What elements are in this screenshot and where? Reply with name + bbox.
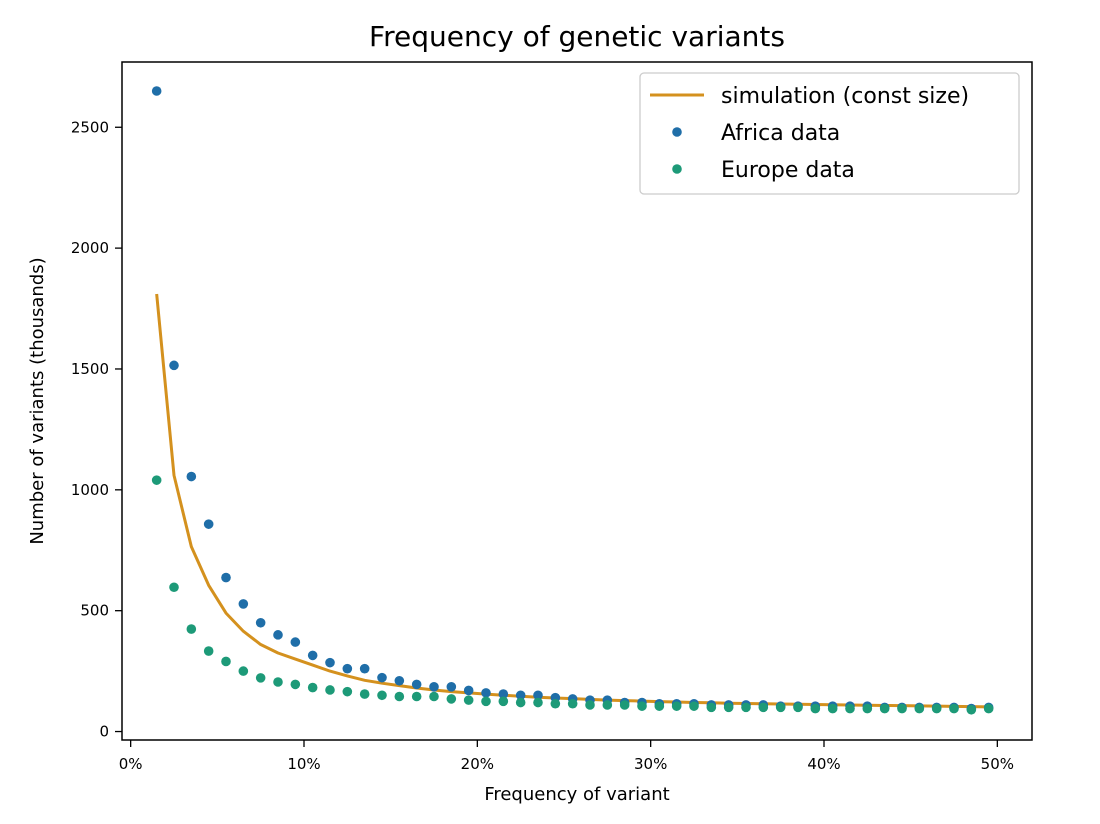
point-europe-data — [741, 702, 751, 713]
point-europe-data — [325, 685, 335, 695]
point-europe-data — [706, 702, 717, 713]
point-europe-data — [654, 701, 665, 711]
legend-marker-swatch — [672, 164, 682, 174]
point-europe-data — [845, 703, 855, 714]
legend-entry-label: Europe data — [721, 158, 855, 183]
point-europe-data — [775, 702, 786, 713]
x-tick-label: 40% — [807, 755, 840, 773]
point-africa-data — [325, 657, 335, 668]
point-europe-data — [827, 703, 838, 714]
point-europe-data — [151, 475, 162, 485]
y-tick-label: 2500 — [71, 118, 109, 136]
point-europe-data — [567, 698, 578, 709]
point-europe-data — [671, 701, 682, 711]
point-europe-data — [758, 702, 769, 713]
point-europe-data — [273, 677, 283, 687]
point-africa-data — [394, 675, 405, 686]
y-tick-label: 0 — [99, 723, 109, 741]
point-europe-data — [879, 703, 890, 714]
point-europe-data — [897, 703, 907, 714]
point-africa-data — [169, 360, 179, 371]
point-africa-data — [290, 637, 301, 647]
point-africa-data — [481, 688, 491, 698]
point-europe-data — [411, 691, 422, 702]
point-africa-data — [221, 572, 231, 583]
point-europe-data — [255, 673, 266, 683]
point-europe-data — [498, 696, 509, 707]
point-africa-data — [342, 663, 353, 674]
point-europe-data — [723, 702, 734, 713]
point-europe-data — [290, 679, 301, 690]
point-africa-data — [377, 672, 387, 683]
point-europe-data — [619, 700, 630, 710]
point-europe-data — [689, 701, 699, 711]
point-europe-data — [394, 691, 405, 702]
point-africa-data — [463, 685, 474, 696]
point-europe-data — [238, 666, 249, 676]
point-europe-data — [377, 690, 387, 701]
point-europe-data — [342, 686, 353, 697]
point-africa-data — [151, 86, 162, 96]
point-africa-data — [273, 630, 283, 640]
point-europe-data — [966, 704, 977, 715]
point-africa-data — [203, 519, 214, 529]
point-europe-data — [931, 703, 942, 714]
point-europe-data — [914, 703, 925, 714]
point-africa-data — [446, 682, 457, 692]
point-africa-data — [307, 650, 318, 661]
point-europe-data — [429, 691, 439, 702]
point-africa-data — [429, 682, 439, 692]
plot-frame — [121, 61, 1033, 741]
x-tick-label: 0% — [119, 755, 143, 773]
series-line-simulation — [155, 293, 989, 709]
x-tick-label: 30% — [634, 755, 667, 773]
point-africa-data — [359, 663, 370, 674]
plot-area: 0% 10% 20% 30% 40% 50% 0 500 1000 1500 2000 2500 — [71, 86, 1014, 773]
point-europe-data — [359, 689, 370, 699]
point-europe-data — [983, 703, 994, 714]
point-europe-data — [515, 697, 526, 708]
point-africa-data — [533, 690, 543, 701]
point-europe-data — [446, 694, 457, 704]
y-tick-label: 2000 — [71, 239, 109, 257]
point-europe-data — [481, 696, 491, 707]
point-africa-data — [515, 690, 526, 701]
point-europe-data — [949, 703, 959, 714]
point-europe-data — [533, 697, 543, 708]
legend-entry-label: Africa data — [721, 121, 840, 146]
point-europe-data — [186, 624, 197, 634]
legend-box — [639, 72, 1020, 195]
point-europe-data — [463, 695, 474, 705]
legend: simulation (const size) Africa data Europe… — [639, 72, 1020, 195]
point-europe-data — [169, 582, 179, 593]
point-africa-data — [411, 679, 422, 690]
point-africa-data — [186, 471, 197, 482]
point-africa-data — [498, 689, 509, 699]
x-tick-label: 20% — [461, 755, 494, 773]
x-axis-label: Frequency of variant — [484, 784, 669, 805]
legend-marker-swatch — [672, 127, 682, 137]
point-europe-data — [307, 682, 318, 693]
y-tick-label: 1000 — [71, 481, 109, 499]
point-europe-data — [862, 703, 873, 714]
chart-title: Frequency of genetic variants — [369, 20, 785, 53]
y-tick-label: 500 — [80, 602, 109, 620]
point-africa-data — [238, 599, 249, 609]
x-tick-label: 10% — [287, 755, 320, 773]
point-europe-data — [585, 700, 595, 710]
point-africa-data — [255, 617, 266, 628]
point-europe-data — [602, 700, 613, 710]
point-europe-data — [637, 701, 647, 711]
x-tick-label: 50% — [981, 755, 1014, 773]
y-tick-label: 1500 — [71, 360, 109, 378]
point-europe-data — [550, 698, 561, 709]
legend-entry-label: simulation (const size) — [721, 84, 969, 109]
point-europe-data — [793, 702, 803, 713]
y-axis-label: Number of variants (thousands) — [27, 257, 48, 544]
point-europe-data — [221, 656, 231, 667]
point-europe-data — [203, 646, 214, 656]
point-europe-data — [810, 703, 821, 714]
